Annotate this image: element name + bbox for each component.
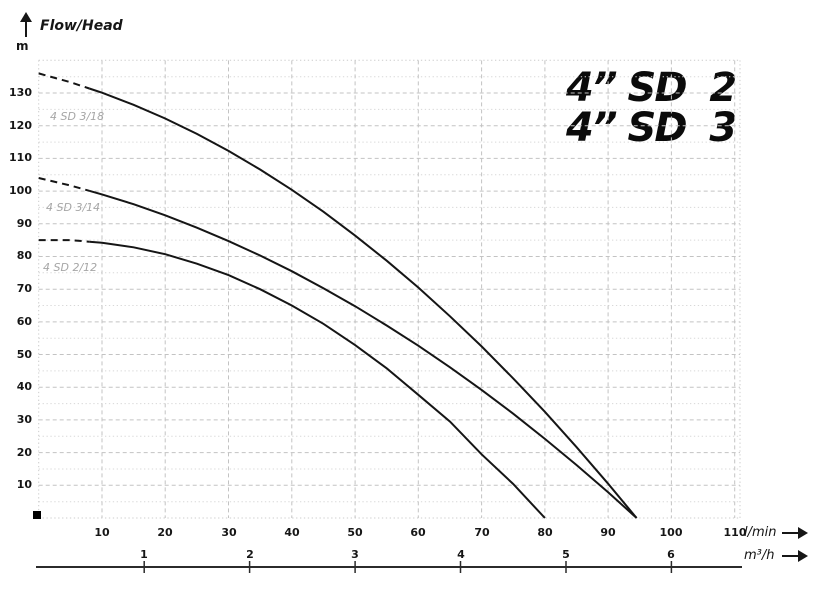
y-axis-label: 30 — [16, 413, 32, 426]
right-arrow-icon — [782, 527, 808, 539]
y-axis-label: 40 — [16, 380, 32, 393]
x-axis-lmin-label: 110 — [723, 526, 747, 539]
x-axis-lmin-label: 70 — [474, 526, 490, 539]
y-axis-unit-label: m — [16, 39, 29, 53]
y-axis-label: 110 — [9, 151, 32, 164]
x-axis-lmin-label: 90 — [600, 526, 616, 539]
x-axis-lmin-label: 80 — [537, 526, 553, 539]
flow-head-label: Flow/Head — [40, 18, 123, 34]
x-axis-lmin-label: 20 — [157, 526, 173, 539]
y-axis-label: 120 — [9, 119, 32, 132]
curve-label: 4 SD 2/12 — [43, 261, 98, 274]
x-axis-lmin-label: 50 — [347, 526, 363, 539]
y-axis-label: 90 — [16, 217, 32, 230]
lmin-unit-label: l/min — [744, 525, 777, 540]
y-axis-label: 100 — [9, 184, 32, 197]
y-axis-label: 80 — [16, 249, 32, 262]
curve-label: 4 SD 3/18 — [50, 110, 105, 123]
curve-label: 4 SD 3/14 — [46, 201, 101, 214]
x-axis-m3h-label: 2 — [246, 548, 254, 561]
x-axis-m3h-label: 4 — [457, 548, 465, 561]
y-axis-label: 20 — [16, 446, 32, 459]
x-axis-m3h-label: 3 — [351, 548, 359, 561]
y-axis-label: 130 — [9, 86, 32, 99]
y-axis-label: 60 — [16, 315, 32, 328]
y-axis-label: 70 — [16, 282, 32, 295]
x-axis-lmin-label: 100 — [659, 526, 683, 539]
y-axis-label: 10 — [16, 478, 32, 491]
x-axis-lmin-label: 10 — [94, 526, 110, 539]
y-axis-label: 50 — [16, 348, 32, 361]
x-axis-m3h-label: 5 — [562, 548, 570, 561]
up-arrow-icon — [20, 12, 32, 37]
x-axis-lmin-label: 40 — [284, 526, 300, 539]
x-axis-lmin-label: 30 — [221, 526, 237, 539]
m3h-unit-label: m³/h — [744, 548, 775, 563]
x-axis-m3h-label: 1 — [140, 548, 148, 561]
right-arrow-icon — [782, 550, 808, 562]
x-axis-lmin-label: 60 — [410, 526, 426, 539]
x-axis-m3h-label: 6 — [667, 548, 675, 561]
